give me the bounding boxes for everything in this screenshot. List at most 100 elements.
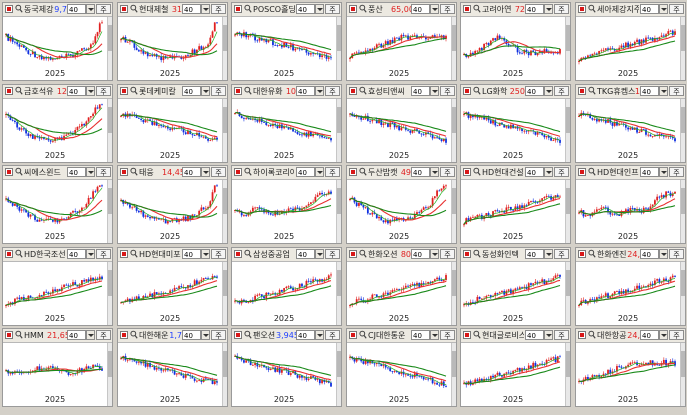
search-icon[interactable] (359, 4, 367, 14)
chevron-down-icon[interactable] (86, 4, 95, 14)
period-input[interactable]: 40 (296, 330, 315, 340)
weekly-button[interactable]: 주 (96, 249, 111, 259)
select-checkbox[interactable] (234, 5, 242, 13)
weekly-button[interactable]: 주 (554, 86, 569, 96)
chevron-down-icon[interactable] (544, 4, 553, 14)
select-checkbox[interactable] (234, 168, 242, 176)
stock-chart-panel-4[interactable]: 풍산 65,000 40 주 2025 (346, 2, 457, 81)
chevron-down-icon[interactable] (659, 167, 668, 177)
chevron-down-icon[interactable] (315, 86, 324, 96)
stock-chart-panel-29[interactable]: 현대글로비스 40 주 2025 (460, 328, 571, 407)
select-checkbox[interactable] (578, 250, 586, 258)
search-icon[interactable] (588, 86, 596, 96)
stock-chart-panel-26[interactable]: 대한해운 1,7 40 주 2025 (117, 328, 228, 407)
search-icon[interactable] (130, 4, 138, 14)
search-icon[interactable] (359, 249, 367, 259)
vertical-scrollbar[interactable] (107, 180, 112, 243)
weekly-button[interactable]: 주 (325, 86, 340, 96)
vertical-scrollbar[interactable] (565, 262, 570, 325)
search-icon[interactable] (588, 4, 596, 14)
period-input[interactable]: 40 (640, 330, 659, 340)
chevron-down-icon[interactable] (659, 330, 668, 340)
period-input[interactable]: 40 (525, 167, 544, 177)
period-input[interactable]: 40 (525, 249, 544, 259)
stock-chart-panel-13[interactable]: 씨에스윈드 40 주 2025 (2, 165, 113, 244)
search-icon[interactable] (130, 249, 138, 259)
chevron-down-icon[interactable] (315, 4, 324, 14)
vertical-scrollbar[interactable] (451, 17, 456, 80)
stock-chart-panel-7[interactable]: 금호석유 12 40 주 2025 (2, 84, 113, 163)
search-icon[interactable] (15, 249, 23, 259)
stock-chart-panel-15[interactable]: 하이록코리아 40 주 2025 (231, 165, 342, 244)
weekly-button[interactable]: 주 (669, 4, 684, 14)
chevron-down-icon[interactable] (430, 330, 439, 340)
period-input[interactable]: 40 (525, 4, 544, 14)
select-checkbox[interactable] (120, 168, 128, 176)
vertical-scrollbar[interactable] (451, 343, 456, 406)
search-icon[interactable] (473, 330, 481, 340)
stock-chart-panel-5[interactable]: 고려아연 72 40 주 2025 (460, 2, 571, 81)
weekly-button[interactable]: 주 (669, 86, 684, 96)
stock-chart-panel-21[interactable]: 삼성중공업 40 주 2025 (231, 247, 342, 326)
vertical-scrollbar[interactable] (565, 343, 570, 406)
period-input[interactable]: 40 (182, 4, 201, 14)
search-icon[interactable] (473, 4, 481, 14)
stock-chart-panel-22[interactable]: 한화오션 80 40 주 2025 (346, 247, 457, 326)
vertical-scrollbar[interactable] (565, 17, 570, 80)
stock-chart-panel-17[interactable]: HD현대건설기 40 주 2025 (460, 165, 571, 244)
select-checkbox[interactable] (234, 87, 242, 95)
chevron-down-icon[interactable] (544, 330, 553, 340)
period-input[interactable]: 40 (411, 330, 430, 340)
chevron-down-icon[interactable] (659, 4, 668, 14)
vertical-scrollbar[interactable] (107, 262, 112, 325)
weekly-button[interactable]: 주 (211, 86, 226, 96)
select-checkbox[interactable] (463, 331, 471, 339)
select-checkbox[interactable] (234, 331, 242, 339)
weekly-button[interactable]: 주 (96, 167, 111, 177)
weekly-button[interactable]: 주 (440, 167, 455, 177)
select-checkbox[interactable] (578, 87, 586, 95)
select-checkbox[interactable] (463, 250, 471, 258)
search-icon[interactable] (15, 86, 23, 96)
chevron-down-icon[interactable] (86, 330, 95, 340)
select-checkbox[interactable] (578, 5, 586, 13)
weekly-button[interactable]: 주 (440, 330, 455, 340)
select-checkbox[interactable] (349, 5, 357, 13)
search-icon[interactable] (359, 86, 367, 96)
weekly-button[interactable]: 주 (554, 249, 569, 259)
search-icon[interactable] (15, 330, 23, 340)
select-checkbox[interactable] (120, 331, 128, 339)
stock-chart-panel-30[interactable]: 대한항공 24, 40 주 2025 (575, 328, 686, 407)
period-input[interactable]: 40 (182, 86, 201, 96)
search-icon[interactable] (588, 249, 596, 259)
period-input[interactable]: 40 (411, 249, 430, 259)
chevron-down-icon[interactable] (430, 249, 439, 259)
weekly-button[interactable]: 주 (669, 249, 684, 259)
weekly-button[interactable]: 주 (440, 4, 455, 14)
period-input[interactable]: 40 (67, 167, 86, 177)
stock-chart-panel-10[interactable]: 효성티앤씨 40 주 2025 (346, 84, 457, 163)
stock-chart-panel-23[interactable]: 동성화인텍 40 주 2025 (460, 247, 571, 326)
stock-chart-panel-20[interactable]: HD현대미포 40 주 2025 (117, 247, 228, 326)
weekly-button[interactable]: 주 (325, 167, 340, 177)
period-input[interactable]: 40 (411, 4, 430, 14)
weekly-button[interactable]: 주 (96, 330, 111, 340)
chevron-down-icon[interactable] (315, 249, 324, 259)
weekly-button[interactable]: 주 (325, 330, 340, 340)
vertical-scrollbar[interactable] (336, 180, 341, 243)
period-input[interactable]: 40 (182, 330, 201, 340)
period-input[interactable]: 40 (525, 330, 544, 340)
search-icon[interactable] (244, 4, 252, 14)
search-icon[interactable] (244, 249, 252, 259)
chevron-down-icon[interactable] (201, 167, 210, 177)
search-icon[interactable] (244, 330, 252, 340)
vertical-scrollbar[interactable] (680, 180, 685, 243)
stock-chart-panel-11[interactable]: LG화학 250 40 주 2025 (460, 84, 571, 163)
stock-chart-panel-14[interactable]: 태웅 14,450 40 주 2025 (117, 165, 228, 244)
weekly-button[interactable]: 주 (211, 249, 226, 259)
select-checkbox[interactable] (120, 5, 128, 13)
search-icon[interactable] (130, 330, 138, 340)
stock-chart-panel-8[interactable]: 롯데케미칼 40 주 2025 (117, 84, 228, 163)
stock-chart-panel-25[interactable]: HMM 21,650 40 주 2025 (2, 328, 113, 407)
stock-chart-panel-2[interactable]: 현대제철 31 40 주 2025 (117, 2, 228, 81)
